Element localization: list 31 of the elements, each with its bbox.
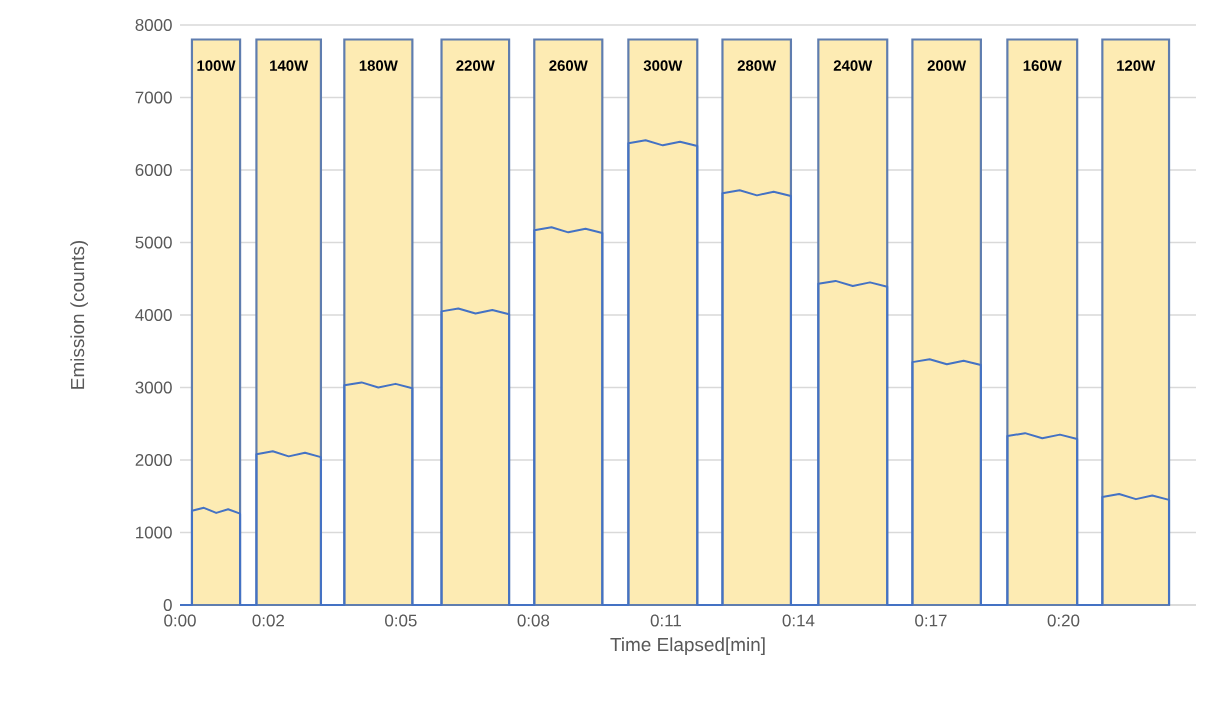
band-label: 240W — [833, 60, 873, 71]
x-axis-title: Time Elapsed[min] — [610, 637, 765, 655]
y-tick-label: 3000 — [135, 381, 172, 394]
x-tick-label: 0:02 — [252, 614, 284, 627]
y-tick-label: 6000 — [135, 163, 172, 176]
line-series — [179, 139, 1171, 606]
y-tick-label: 5000 — [135, 236, 172, 249]
x-tick-label: 0:20 — [1047, 614, 1080, 627]
band-label: 220W — [456, 60, 495, 71]
y-tick-label: 2000 — [135, 453, 172, 466]
band-label: 200W — [927, 60, 967, 71]
y-tick-label: 1000 — [136, 526, 172, 539]
y-tick-label: 0 — [163, 598, 172, 611]
y-tick-label: 8000 — [135, 18, 172, 31]
band-label: 260W — [549, 60, 588, 71]
band-label: 140W — [270, 60, 309, 71]
band-label: 120W — [1117, 60, 1156, 71]
y-tick-label: 4000 — [135, 308, 172, 321]
y-axis-title: Emission (counts) — [70, 240, 88, 389]
x-tick-label: 0:00 — [164, 614, 196, 627]
x-tick-label: 0:05 — [385, 614, 417, 627]
y-tick-label: 7000 — [135, 91, 172, 104]
band-label: 100W — [197, 60, 236, 71]
band-label: 180W — [359, 60, 398, 71]
band-label: 160W — [1023, 60, 1062, 71]
band-label: 280W — [737, 60, 777, 71]
x-tick-label: 0:17 — [915, 614, 947, 627]
band-label: 300W — [643, 60, 683, 71]
x-tick-label: 0:11 — [650, 614, 681, 627]
x-tick-label: 0:08 — [517, 614, 550, 627]
x-tick-label: 0:14 — [782, 614, 815, 627]
